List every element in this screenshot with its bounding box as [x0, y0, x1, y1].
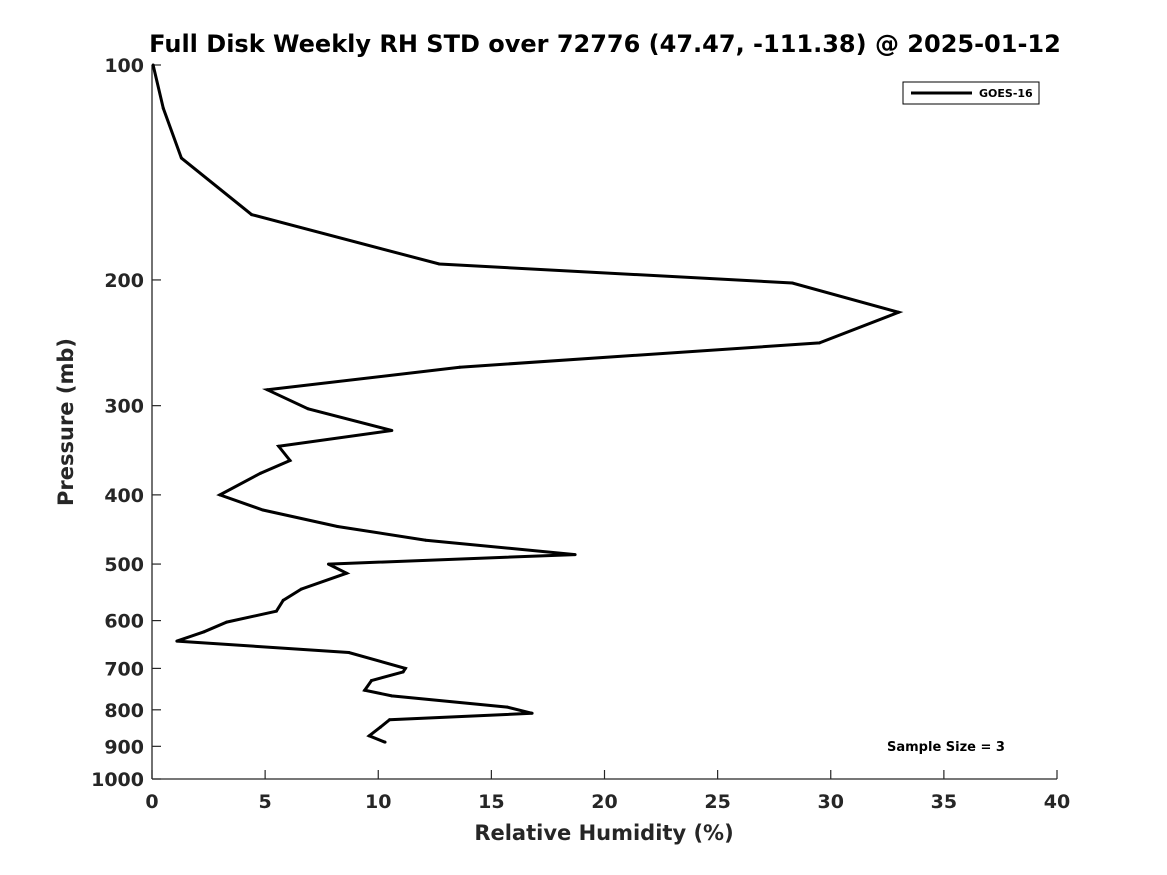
data-point [347, 650, 351, 654]
data-point [505, 705, 509, 709]
legend: GOES-16 [902, 81, 1040, 105]
data-point [336, 525, 340, 529]
data-point [250, 213, 254, 217]
data-point [424, 538, 428, 542]
x-tick-label: 25 [704, 791, 730, 813]
y-tick-label: 700 [104, 658, 144, 680]
data-point [388, 718, 392, 722]
y-axis-label: Pressure (mb) [54, 338, 78, 506]
x-tick-label: 10 [365, 791, 391, 813]
x-tick-label: 35 [931, 791, 957, 813]
axes [151, 65, 1057, 780]
data-point [299, 587, 303, 591]
data-point [897, 310, 901, 314]
y-tick-label: 100 [104, 55, 144, 77]
data-point [175, 639, 179, 643]
y-tick-label: 600 [104, 611, 144, 633]
x-tick-label: 5 [259, 791, 272, 813]
data-point [161, 106, 165, 110]
data-point [401, 670, 405, 674]
data-point [573, 553, 577, 557]
data-point [345, 571, 349, 575]
sample-size-annotation: Sample Size = 3 [887, 740, 1005, 755]
y-tick-label: 500 [104, 554, 144, 576]
data-point [379, 725, 383, 729]
legend-label: GOES-16 [979, 87, 1033, 100]
data-point [390, 694, 394, 698]
data-point [403, 666, 407, 670]
y-tick-label: 900 [104, 736, 144, 758]
data-point [790, 281, 794, 285]
data-point [259, 471, 263, 475]
data-point [277, 444, 281, 448]
data-point [281, 598, 285, 602]
x-axis-label: Relative Humidity (%) [474, 821, 733, 845]
series-points [151, 63, 901, 744]
data-point [179, 156, 183, 160]
y-tick-label: 1000 [91, 769, 144, 791]
data-point [218, 493, 222, 497]
y-ticks: 100 200 300 400 500 600 700 800 900 1000 [91, 55, 161, 791]
y-tick-label: 200 [104, 270, 144, 292]
chart-title: Full Disk Weekly RH STD over 72776 (47.4… [149, 30, 1061, 58]
data-point [458, 365, 462, 369]
data-point [817, 341, 821, 345]
y-tick-label: 800 [104, 700, 144, 722]
data-point [367, 734, 371, 738]
data-point [225, 620, 229, 624]
data-point [265, 388, 269, 392]
data-point [306, 407, 310, 411]
data-point [390, 428, 394, 432]
data-point [383, 740, 387, 744]
x-ticks: 0 5 10 15 20 25 30 35 40 [145, 770, 1070, 813]
x-tick-label: 20 [591, 791, 617, 813]
y-tick-label: 300 [104, 396, 144, 418]
data-point [288, 458, 292, 462]
x-tick-label: 40 [1044, 791, 1070, 813]
data-point [530, 711, 534, 715]
data-point [202, 630, 206, 634]
x-tick-label: 15 [478, 791, 504, 813]
y-tick-label: 400 [104, 485, 144, 507]
data-point [437, 262, 441, 266]
data-point [363, 688, 367, 692]
x-tick-label: 0 [145, 791, 158, 813]
x-tick-label: 30 [818, 791, 844, 813]
data-point [326, 562, 330, 566]
data-point [261, 508, 265, 512]
data-point [369, 679, 373, 683]
data-point [274, 609, 278, 613]
data-point [151, 63, 155, 67]
series-line-goes-16 [151, 64, 904, 744]
